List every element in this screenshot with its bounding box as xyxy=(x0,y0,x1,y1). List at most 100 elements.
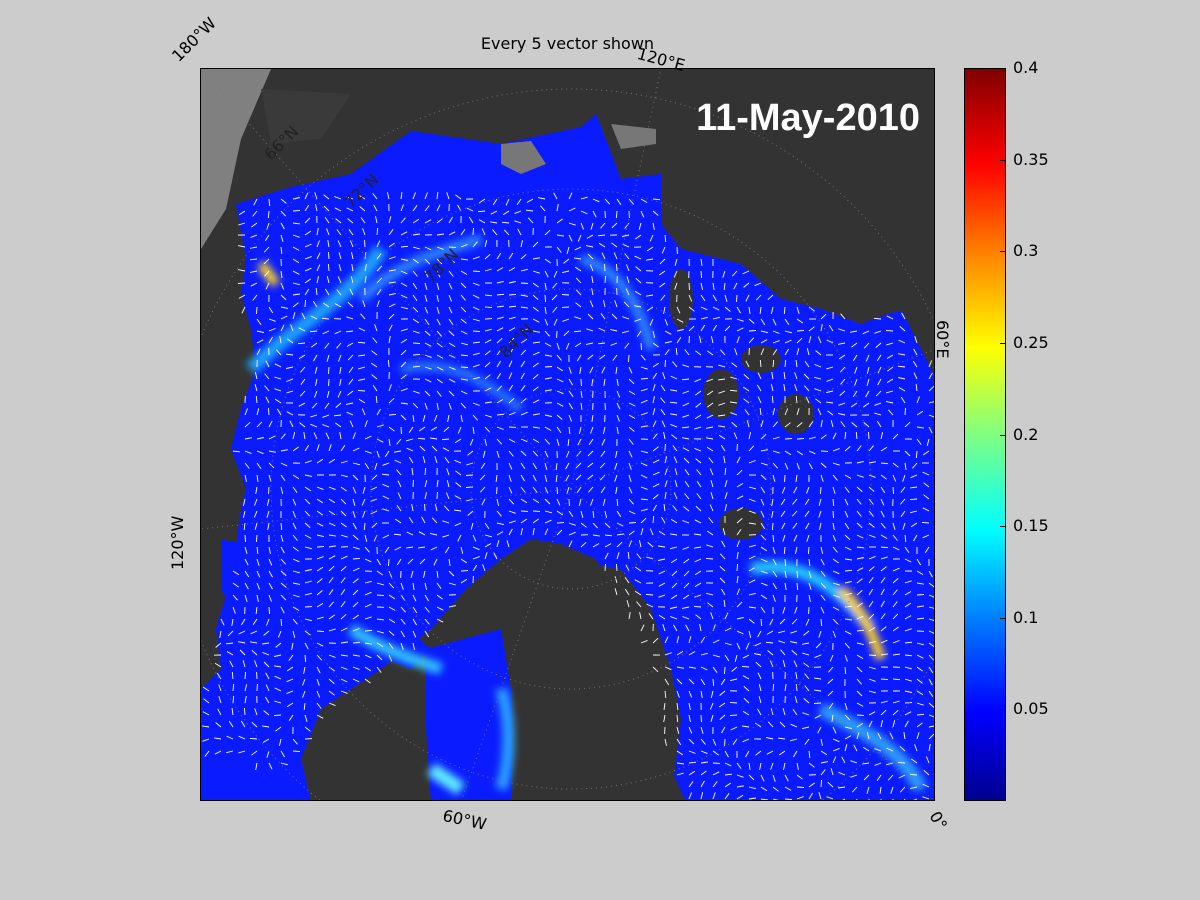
drift-vector xyxy=(782,534,786,542)
drift-vector xyxy=(202,725,210,728)
drift-vector xyxy=(532,486,538,493)
drift-vector xyxy=(916,605,924,608)
drift-vector xyxy=(484,387,492,392)
drift-vector xyxy=(460,258,468,261)
drift-vector xyxy=(556,246,562,253)
drift-vector xyxy=(808,792,813,800)
drift-vector xyxy=(436,366,444,371)
drift-vector xyxy=(794,606,798,614)
drift-vector xyxy=(532,341,540,344)
drift-vector xyxy=(436,594,443,600)
drift-vector xyxy=(772,546,776,554)
drift-vector xyxy=(496,510,502,517)
drift-vector xyxy=(782,606,786,614)
drift-vector xyxy=(844,486,850,493)
drift-vector xyxy=(364,435,372,440)
drift-vector xyxy=(304,630,311,636)
drift-vector xyxy=(866,786,870,794)
drift-vector xyxy=(844,431,847,440)
drift-vector xyxy=(748,762,751,770)
drift-vector xyxy=(796,570,799,579)
drift-vector xyxy=(340,486,347,492)
drift-vector xyxy=(376,277,383,284)
drift-vector xyxy=(575,277,582,284)
drift-vector xyxy=(670,546,678,550)
drift-vector xyxy=(335,402,342,408)
drift-vector xyxy=(480,462,486,470)
drift-vector xyxy=(757,372,762,380)
drift-vector xyxy=(649,528,654,536)
drift-vector xyxy=(767,721,774,728)
drift-vector xyxy=(808,336,812,344)
colorbar-tick-label: 0.15 xyxy=(1013,516,1049,536)
drift-vector xyxy=(700,678,706,686)
drift-vector xyxy=(352,567,360,572)
drift-vector xyxy=(328,486,336,491)
drift-vector xyxy=(640,486,648,490)
drift-vector xyxy=(256,421,263,428)
drift-vector xyxy=(388,558,390,567)
drift-vector xyxy=(916,426,924,429)
drift-vector xyxy=(472,402,480,406)
drift-vector xyxy=(424,219,432,224)
drift-vector xyxy=(304,486,312,492)
drift-vector xyxy=(784,570,787,578)
drift-vector xyxy=(422,456,426,464)
drift-vector xyxy=(863,402,870,408)
drift-vector xyxy=(700,738,706,745)
drift-vector xyxy=(646,556,654,560)
drift-vector xyxy=(661,246,666,254)
drift-vector xyxy=(460,390,468,395)
drift-vector xyxy=(544,414,552,417)
drift-vector xyxy=(616,402,621,410)
drift-vector xyxy=(532,330,540,333)
drift-vector xyxy=(406,438,414,442)
drift-vector xyxy=(769,618,774,626)
drift-vector xyxy=(384,450,390,458)
drift-vector xyxy=(322,330,330,335)
drift-vector xyxy=(724,793,730,800)
drift-vector xyxy=(460,342,468,346)
drift-vector xyxy=(484,414,492,418)
drift-vector xyxy=(724,773,732,776)
drift-vector xyxy=(780,649,786,656)
drift-vector xyxy=(567,438,570,446)
drift-vector xyxy=(748,786,756,790)
drift-vector xyxy=(386,192,390,200)
drift-vector xyxy=(457,534,462,542)
drift-vector xyxy=(640,366,648,370)
drift-vector xyxy=(556,218,563,224)
drift-vector xyxy=(357,341,366,344)
grey-island xyxy=(611,124,656,149)
drift-vector xyxy=(436,480,439,488)
drift-vector xyxy=(640,498,649,501)
drift-vector xyxy=(203,698,210,704)
drift-vector xyxy=(832,486,836,494)
drift-vector xyxy=(856,642,864,646)
drift-vector xyxy=(628,530,635,536)
drift-vector xyxy=(880,577,886,584)
drift-vector xyxy=(316,566,324,572)
drift-vector xyxy=(508,520,516,524)
drift-vector xyxy=(904,666,912,670)
drift-vector xyxy=(358,195,366,200)
drift-vector xyxy=(316,714,324,719)
drift-vector xyxy=(853,744,858,752)
drift-vector xyxy=(280,315,288,320)
drift-vector xyxy=(724,642,732,646)
drift-vector xyxy=(466,498,474,502)
drift-vector xyxy=(780,498,786,506)
drift-vector xyxy=(590,426,594,434)
drift-vector xyxy=(924,546,930,554)
drift-vector xyxy=(472,282,480,286)
drift-vector xyxy=(448,330,455,337)
drift-vector xyxy=(286,378,294,382)
speed-streak xyxy=(817,702,928,793)
drift-vector xyxy=(568,426,571,434)
drift-vector xyxy=(636,330,642,338)
drift-vector xyxy=(598,242,606,248)
drift-vector xyxy=(616,552,620,560)
drift-vector xyxy=(340,627,348,632)
drift-vector xyxy=(676,318,684,323)
drift-vector xyxy=(832,618,839,625)
